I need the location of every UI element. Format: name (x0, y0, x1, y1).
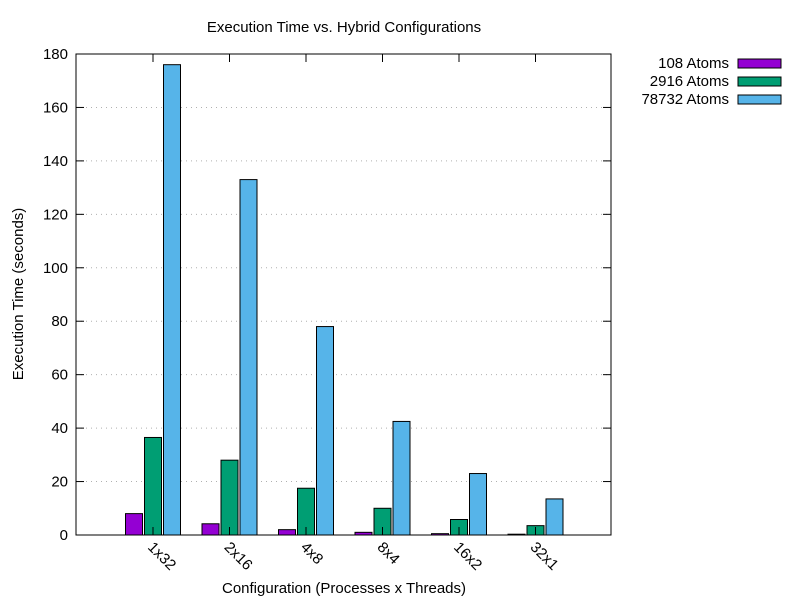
bar-3-32x1 (545, 498, 564, 536)
bar-2-2x16 (220, 459, 239, 536)
y-axis-ticks: 0 20 40 60 80 100 120 140 160 180 (43, 46, 611, 544)
legend-swatch-1 (737, 58, 782, 69)
legend-swatch-3 (737, 94, 782, 105)
x-tick-label-2x16: 2x16 (221, 539, 256, 574)
y-tick-label-8: 160 (43, 99, 68, 116)
y-tick-label-2: 40 (51, 420, 68, 437)
x-axis-label: Configuration (Processes x Threads) (222, 580, 466, 597)
y-tick-label-7: 140 (43, 153, 68, 170)
bar-3-1x32 (163, 64, 181, 536)
x-tick-label-4x8: 4x8 (297, 539, 326, 568)
x-tick-label-8x4: 8x4 (374, 539, 403, 568)
plot-frame (75, 53, 612, 536)
legend-label-2: 2916 Atoms (650, 73, 729, 90)
x-tick-label-1x32: 1x32 (144, 539, 179, 574)
x-axis-ticks: 1x32 2x16 4x8 8x4 16x2 32x1 (144, 54, 562, 574)
bar-3-4x8 (316, 326, 334, 536)
legend-swatch-2 (737, 76, 782, 87)
bar-1-2x16 (201, 523, 220, 536)
bar-3-8x4 (392, 420, 411, 536)
chart-title: Execution Time vs. Hybrid Configurations (207, 19, 481, 36)
gridlines (76, 106, 611, 483)
y-tick-label-3: 60 (51, 367, 68, 384)
y-tick-label-9: 180 (43, 46, 68, 63)
x-tick-label-32x1: 32x1 (527, 539, 562, 574)
bar-1-4x8 (278, 529, 296, 536)
bar-1-1x32 (125, 513, 143, 536)
bar-2-1x32 (144, 436, 162, 536)
y-tick-label-0: 0 (60, 527, 68, 544)
y-axis-label: Execution Time (seconds) (10, 208, 27, 381)
bars (125, 64, 564, 536)
legend-label-1: 108 Atoms (658, 55, 729, 72)
y-tick-label-4: 80 (51, 313, 68, 330)
y-tick-label-6: 120 (43, 206, 68, 223)
bar-3-2x16 (239, 179, 258, 536)
legend-label-3: 78732 Atoms (641, 91, 729, 108)
y-tick-label-5: 100 (43, 260, 68, 277)
bar-3-16x2 (469, 473, 487, 536)
y-tick-label-1: 20 (51, 474, 68, 491)
x-tick-label-16x2: 16x2 (450, 539, 485, 574)
